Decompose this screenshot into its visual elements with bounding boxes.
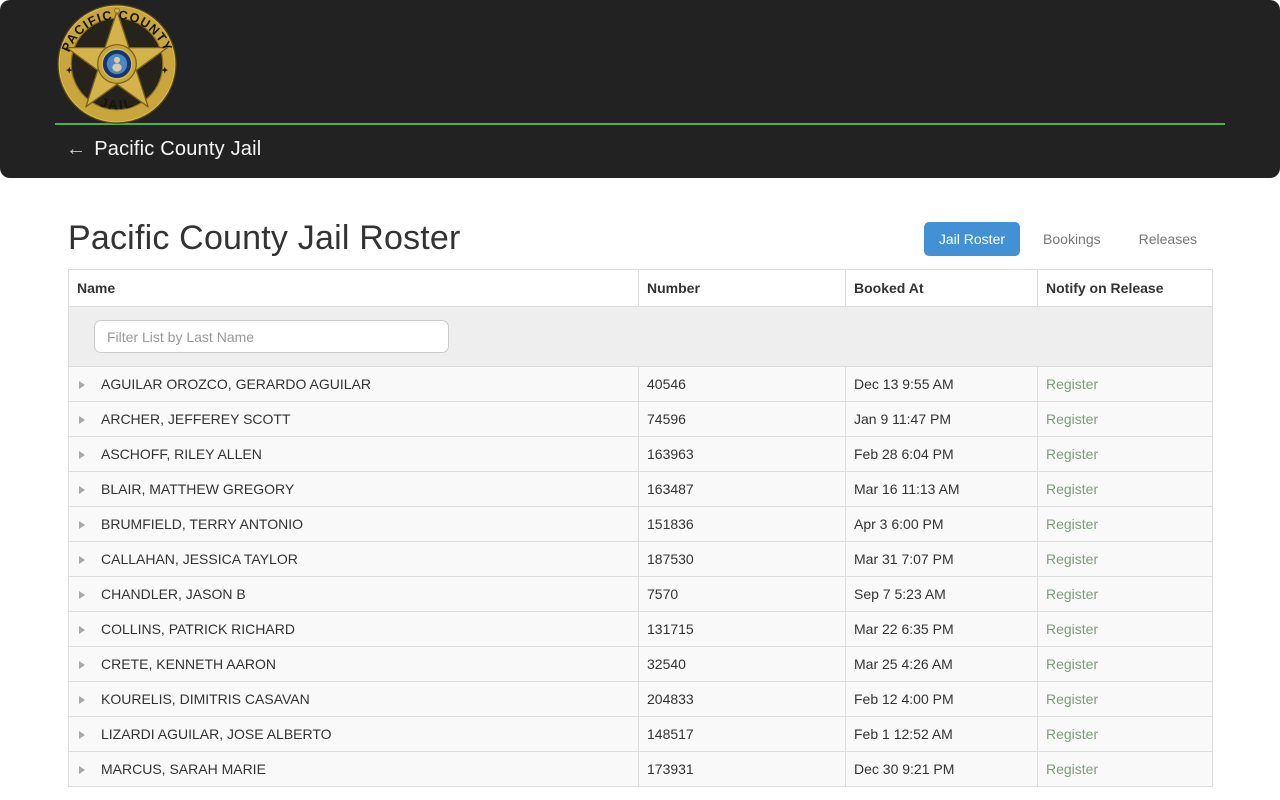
register-link[interactable]: Register [1046,586,1099,602]
roster-table: Name Number Booked At Notify on Release … [68,269,1213,787]
row-expand-caret-icon[interactable] [79,451,85,460]
inmate-number: 32540 [638,646,846,682]
inmate-number: 173931 [638,751,846,787]
booked-at: Dec 30 9:21 PM [845,751,1038,787]
main-content: Pacific County Jail Roster Jail Roster B… [68,219,1213,787]
row-expand-caret-icon[interactable] [79,731,85,740]
inmate-row: ASCHOFF, RILEY ALLEN 163963 Feb 28 6:04 … [68,436,1213,472]
inmate-name: CALLAHAN, JESSICA TAYLOR [101,551,298,567]
booked-at: Jan 9 11:47 PM [845,401,1038,437]
inmate-name: ASCHOFF, RILEY ALLEN [101,446,262,462]
inmate-row: KOURELIS, DIMITRIS CASAVAN 204833 Feb 12… [68,681,1213,717]
register-link[interactable]: Register [1046,481,1099,497]
inmate-number: 151836 [638,506,846,542]
register-link[interactable]: Register [1046,726,1099,742]
inmate-number: 163963 [638,436,846,472]
badge-bottom-text: JAIL [98,94,134,112]
inmate-name: CHANDLER, JASON B [101,586,246,602]
column-header-name: Name [68,269,639,307]
column-header-booked-at: Booked At [845,269,1038,307]
svg-text:JAIL: JAIL [98,94,136,112]
header-brand-link[interactable]: ← Pacific County Jail [55,125,1225,161]
inmate-row: BLAIR, MATTHEW GREGORY 163487 Mar 16 11:… [68,471,1213,507]
inmate-row: LIZARDI AGUILAR, JOSE ALBERTO 148517 Feb… [68,716,1213,752]
row-expand-caret-icon[interactable] [79,521,85,530]
row-expand-caret-icon[interactable] [79,696,85,705]
register-link[interactable]: Register [1046,656,1099,672]
register-link[interactable]: Register [1046,411,1099,427]
inmate-row: CRETE, KENNETH AARON 32540 Mar 25 4:26 A… [68,646,1213,682]
inmate-number: 7570 [638,576,846,612]
sheriff-badge-logo: PACIFIC COUNTY JAIL [56,0,1225,124]
row-expand-caret-icon[interactable] [79,661,85,670]
inmate-name: MARCUS, SARAH MARIE [101,761,266,777]
row-expand-caret-icon[interactable] [79,766,85,775]
filter-row [68,306,1213,367]
sheriff-badge-icon: PACIFIC COUNTY JAIL [57,4,177,124]
inmate-name: AGUILAR OROZCO, GERARDO AGUILAR [101,376,371,392]
inmate-name: BRUMFIELD, TERRY ANTONIO [101,516,304,532]
row-expand-caret-icon[interactable] [79,626,85,635]
row-expand-caret-icon[interactable] [79,591,85,600]
booked-at: Feb 28 6:04 PM [845,436,1038,472]
view-tabs: Jail Roster Bookings Releases [916,221,1212,256]
row-expand-caret-icon[interactable] [79,416,85,425]
inmate-number: 204833 [638,681,846,717]
inmate-name: BLAIR, MATTHEW GREGORY [101,481,295,497]
register-link[interactable]: Register [1046,516,1099,532]
register-link[interactable]: Register [1046,551,1099,567]
inmate-number: 187530 [638,541,846,577]
inmate-number: 148517 [638,716,846,752]
column-header-notify: Notify on Release [1037,269,1213,307]
register-link[interactable]: Register [1046,621,1099,637]
inmate-row: BRUMFIELD, TERRY ANTONIO 151836 Apr 3 6:… [68,506,1213,542]
title-row: Pacific County Jail Roster Jail Roster B… [68,219,1212,258]
tab-releases[interactable]: Releases [1138,230,1197,247]
brand-text: Pacific County Jail [94,138,262,160]
booked-at: Mar 31 7:07 PM [845,541,1038,577]
register-link[interactable]: Register [1046,376,1099,392]
row-expand-caret-icon[interactable] [79,381,85,390]
register-link[interactable]: Register [1046,761,1099,777]
row-expand-caret-icon[interactable] [79,556,85,565]
last-name-filter-input[interactable] [94,320,449,353]
inmate-name: COLLINS, PATRICK RICHARD [101,621,295,637]
booked-at: Mar 22 6:35 PM [845,611,1038,647]
column-header-number: Number [638,269,846,307]
header-green-divider [55,123,1225,125]
booked-at: Mar 16 11:13 AM [845,471,1038,507]
booked-at: Dec 13 9:55 AM [845,366,1038,402]
inmate-name: ARCHER, JEFFEREY SCOTT [101,411,291,427]
inmate-row: ARCHER, JEFFEREY SCOTT 74596 Jan 9 11:47… [68,401,1213,437]
booked-at: Mar 25 4:26 AM [845,646,1038,682]
inmate-name: KOURELIS, DIMITRIS CASAVAN [101,691,310,707]
tab-bookings[interactable]: Bookings [1043,230,1101,247]
inmate-row: CALLAHAN, JESSICA TAYLOR 187530 Mar 31 7… [68,541,1213,577]
booked-at: Apr 3 6:00 PM [845,506,1038,542]
inmate-row: COLLINS, PATRICK RICHARD 131715 Mar 22 6… [68,611,1213,647]
register-link[interactable]: Register [1046,691,1099,707]
inmate-row: AGUILAR OROZCO, GERARDO AGUILAR 40546 De… [68,366,1213,402]
register-link[interactable]: Register [1046,446,1099,462]
inmate-row: MARCUS, SARAH MARIE 173931 Dec 30 9:21 P… [68,751,1213,787]
filter-cell [68,306,1213,367]
inmate-number: 163487 [638,471,846,507]
booked-at: Feb 1 12:52 AM [845,716,1038,752]
roster-header-row: Name Number Booked At Notify on Release [68,269,1213,307]
inmate-name: CRETE, KENNETH AARON [101,656,277,672]
back-arrow-icon: ← [66,138,87,160]
booked-at: Sep 7 5:23 AM [845,576,1038,612]
inmate-number: 40546 [638,366,846,402]
booked-at: Feb 12 4:00 PM [845,681,1038,717]
inmate-row: CHANDLER, JASON B 7570 Sep 7 5:23 AM Reg… [68,576,1213,612]
inmate-name: LIZARDI AGUILAR, JOSE ALBERTO [101,726,332,742]
row-expand-caret-icon[interactable] [79,486,85,495]
site-header: PACIFIC COUNTY JAIL ← Pacific County Jail [0,0,1280,178]
inmate-number: 74596 [638,401,846,437]
page-title: Pacific County Jail Roster [68,219,461,257]
tab-jail-roster[interactable]: Jail Roster [923,221,1021,256]
inmate-number: 131715 [638,611,846,647]
